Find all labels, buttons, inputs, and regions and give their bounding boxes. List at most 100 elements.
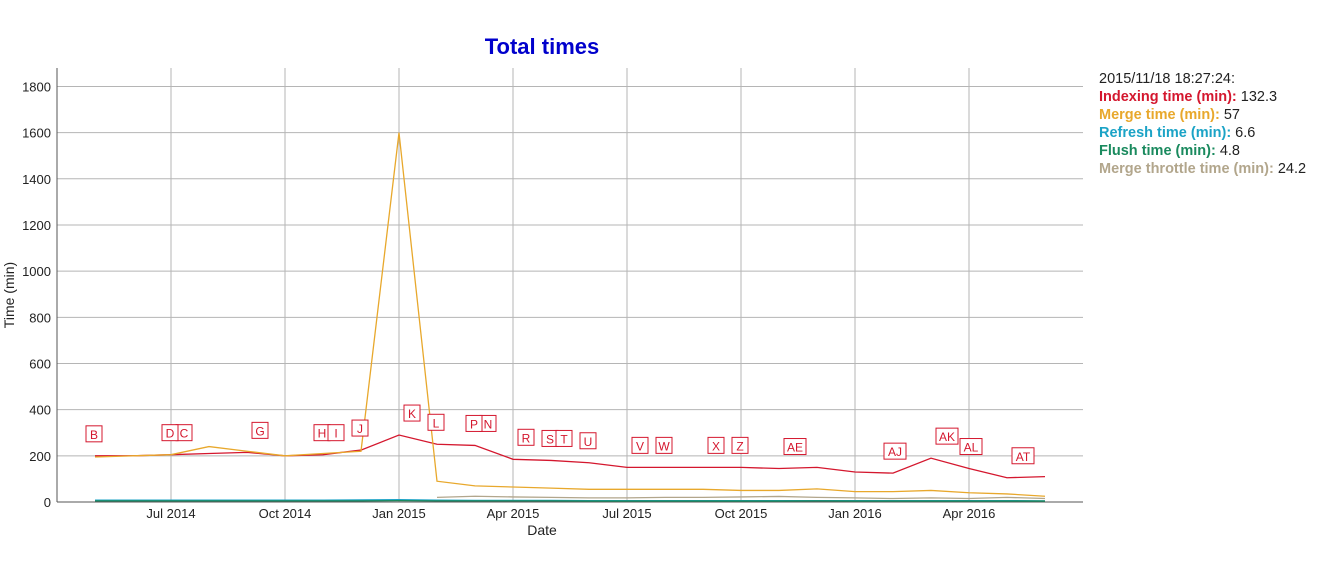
legend-name: Flush time (min) — [1099, 143, 1216, 159]
annotation: V — [631, 436, 649, 454]
legend-value: 24.2 — [1277, 161, 1307, 177]
legend-entry: Merge throttle time (min)24.2 — [1099, 160, 1306, 178]
annotation: B — [85, 425, 103, 443]
annotation-box — [783, 438, 807, 456]
y-tick-label: 0 — [44, 495, 51, 510]
annotation-box — [579, 432, 597, 450]
legend-value: 4.8 — [1219, 143, 1240, 159]
annotation-box — [517, 428, 535, 446]
annotation: G — [251, 421, 269, 439]
legend-name: Refresh time (min) — [1099, 125, 1231, 141]
legend-name: Indexing time (min) — [1099, 89, 1237, 105]
legend-name: Merge time (min) — [1099, 107, 1220, 123]
annotation-box — [655, 436, 673, 454]
x-tick-label: Jan 2015 — [372, 506, 426, 521]
annotation-box — [883, 442, 907, 460]
annotation: T — [555, 429, 573, 447]
annotation-label: Z — [736, 439, 743, 453]
annotation: R — [517, 428, 535, 446]
x-tick-label: Oct 2014 — [259, 506, 312, 521]
annotation: X — [707, 436, 725, 454]
annotation-box — [351, 419, 369, 437]
legend-value: 57 — [1223, 107, 1240, 123]
annotation-label: W — [658, 439, 670, 453]
annotation: I — [327, 424, 345, 442]
annotation-label: AL — [964, 441, 979, 455]
annotation-label: V — [636, 439, 644, 453]
x-tick-label: Oct 2015 — [715, 506, 768, 521]
annotation: D — [161, 424, 179, 442]
annotation: W — [655, 436, 673, 454]
annotation: AT — [1011, 447, 1035, 465]
annotation: Z — [731, 436, 749, 454]
annotation-label: K — [408, 407, 416, 421]
annotation-box — [427, 413, 445, 431]
x-tick-label: Jul 2015 — [602, 506, 651, 521]
x-tick-label: Apr 2016 — [943, 506, 996, 521]
annotation-box — [935, 427, 959, 445]
chart: Total times Date Time (min) 0 200 400 600 80… — [1, 34, 1083, 538]
y-tick-label: 1600 — [22, 126, 51, 141]
series-line — [95, 434, 1046, 479]
annotation: AE — [783, 438, 807, 456]
x-tick-label: Jul 2014 — [146, 506, 195, 521]
y-tick-label: 600 — [29, 356, 51, 371]
annotation: AL — [959, 438, 983, 456]
y-tick-label: 1400 — [22, 172, 51, 187]
y-axis-label: Time (min) — [1, 262, 17, 328]
x-axis-label: Date — [527, 522, 557, 538]
annotation-label: S — [546, 432, 554, 446]
y-tick-label: 1800 — [22, 79, 51, 94]
annotation-label: L — [433, 416, 440, 430]
annotation-label: G — [255, 424, 264, 438]
annotation: AK — [935, 427, 959, 445]
legend-entry: Merge time (min)57 — [1099, 106, 1306, 124]
annotation: AJ — [883, 442, 907, 460]
annotation-label: AT — [1016, 450, 1031, 464]
annotation-label: J — [357, 422, 363, 436]
annotation-box — [1011, 447, 1035, 465]
y-tick-label: 200 — [29, 449, 51, 464]
y-tick-label: 1000 — [22, 264, 51, 279]
annotation-box — [959, 438, 983, 456]
annotation: P — [465, 414, 483, 432]
annotation: U — [579, 432, 597, 450]
legend-entry: Flush time (min)4.8 — [1099, 142, 1306, 160]
annotation-box — [731, 436, 749, 454]
series-line — [436, 495, 1046, 500]
annotation-label: X — [712, 439, 720, 453]
annotation-label: H — [318, 427, 327, 441]
y-tick-label: 800 — [29, 310, 51, 325]
annotation-label: AJ — [888, 445, 902, 459]
x-tick-label: Apr 2015 — [487, 506, 540, 521]
annotation-label: D — [166, 427, 175, 441]
annotation-label: N — [484, 417, 493, 431]
annotation: H — [313, 424, 331, 442]
annotation-box — [161, 424, 179, 442]
annotation-box — [631, 436, 649, 454]
annotation-label: B — [90, 428, 98, 442]
x-tick-label: Jan 2016 — [828, 506, 882, 521]
legend-value: 6.6 — [1235, 125, 1256, 141]
legend-entry: Indexing time (min)132.3 — [1099, 88, 1306, 106]
annotation-label: C — [180, 427, 189, 441]
annotation: L — [427, 413, 445, 431]
series-line — [94, 132, 1046, 497]
annotation-box — [555, 429, 573, 447]
legend-value: 132.3 — [1240, 89, 1278, 105]
annotation-label: P — [470, 417, 478, 431]
annotation-box — [327, 424, 345, 442]
legend-name: Merge throttle time (min) — [1099, 161, 1274, 177]
annotation-box — [465, 414, 483, 432]
annotation-box — [251, 421, 269, 439]
annotation-label: AE — [787, 441, 803, 455]
chart-title: Total times — [485, 34, 600, 59]
annotation-label: I — [334, 427, 337, 441]
y-tick-label: 400 — [29, 403, 51, 418]
annotation-box — [85, 425, 103, 443]
annotation-label: AK — [939, 430, 955, 444]
annotation: J — [351, 419, 369, 437]
legend-entry: Refresh time (min)6.6 — [1099, 124, 1306, 142]
annotation-label: U — [584, 435, 593, 449]
